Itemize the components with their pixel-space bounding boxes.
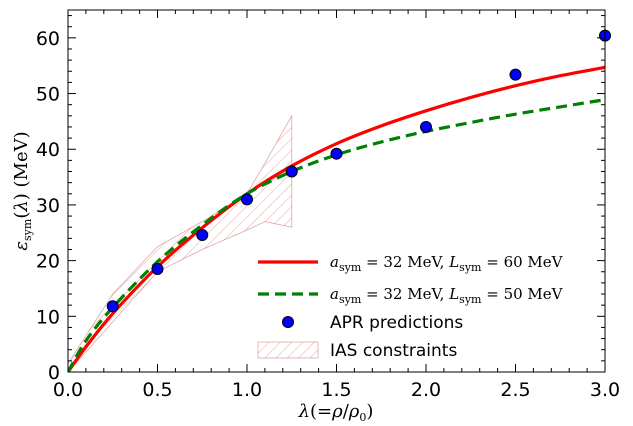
legend-label: asym = 32 MeV, Lsym = 60 MeV [330,253,564,274]
y-tick-label: 10 [36,306,60,328]
y-axis-label: εsym(λ) (MeV) [11,131,34,250]
apr-point [196,229,209,241]
apr-point [106,300,119,313]
x-tick-label: 2.0 [411,379,441,401]
tick-labels-layer: 0.0 0.5 1.0 1.5 2.0 2.5 3.0 0 10 20 30 40 50 60 [36,28,620,401]
y-tick-label: 40 [36,139,60,161]
x-tick-label: 2.5 [500,379,530,401]
x-tick-label: 1.0 [232,379,262,401]
svg-text:λ(=ρ/ρ0): λ(=ρ/ρ0) [298,401,374,424]
apr-point [285,165,298,178]
apr-point [330,147,343,160]
apr-point [151,262,164,275]
y-tick-label: 30 [36,195,60,217]
legend-label: asym = 32 MeV, Lsym = 50 MeV [330,285,564,306]
x-axis-label: λ(=ρ/ρ0) [298,401,374,424]
legend-label: IAS constraints [330,341,457,361]
apr-point [420,120,432,133]
ticks-layer [67,10,606,373]
x-tick-label: 0.0 [53,379,83,401]
y-tick-label: 20 [36,251,60,273]
legend: asym = 32 MeV, Lsym = 60 MeV asym = 32 Me… [257,253,564,361]
x-tick-label: 1.5 [321,379,351,401]
x-tick-label: 0.5 [142,379,172,401]
legend-swatch-marker [282,316,294,328]
legend-swatch-hatch [257,341,319,359]
legend-label: APR predictions [330,313,463,333]
y-tick-label: 60 [36,28,60,50]
y-tick-label: 0 [48,362,60,384]
points-layer [106,29,611,313]
apr-point [241,193,253,206]
svg-text:εsym(λ) (MeV): εsym(λ) (MeV) [11,131,34,250]
apr-point [509,68,522,81]
x-tick-label: 3.0 [590,379,620,401]
y-tick-label: 50 [36,84,60,106]
series-line-2 [68,98,605,372]
